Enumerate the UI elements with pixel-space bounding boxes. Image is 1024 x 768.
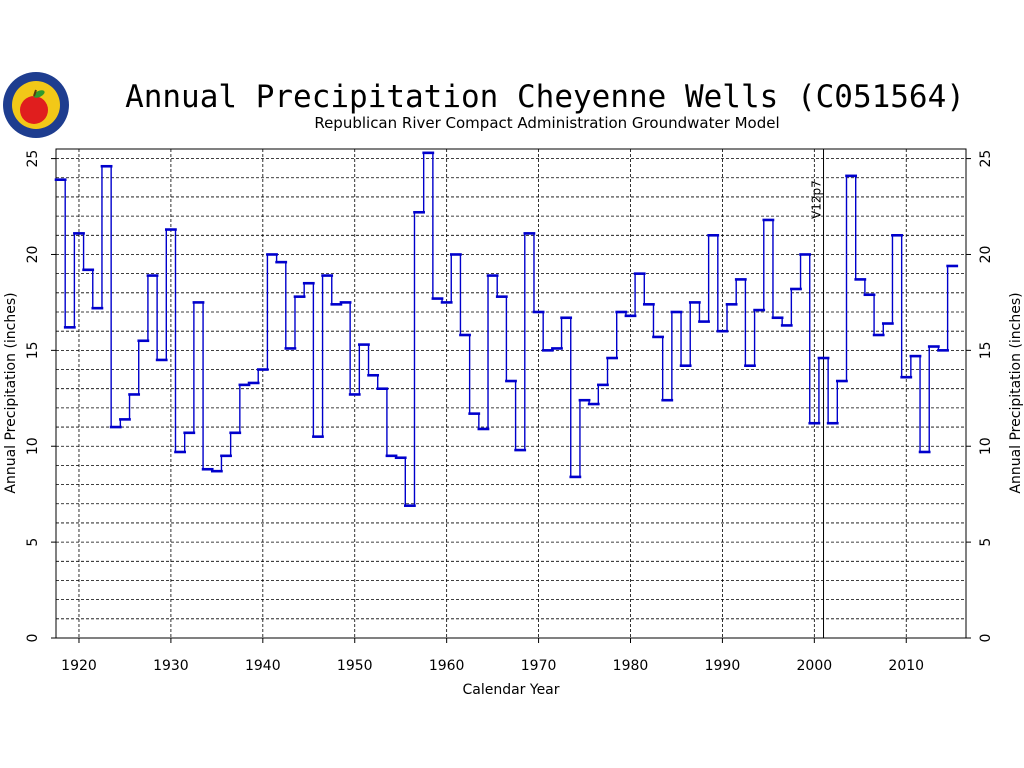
grid [56,149,966,638]
x-tick-label: 1930 [153,658,189,674]
x-tick-label: 1970 [521,658,557,674]
y-tick-label-right: 5 [978,538,994,547]
y-axis-label-right: Annual Precipitation (inches) [1008,292,1024,493]
x-tick-label: 1980 [613,658,649,674]
rrca-logo [3,72,69,138]
x-axis-label: Calendar Year [462,682,559,698]
stem-icon [33,89,37,97]
y-tick-label-left: 25 [25,150,41,168]
x-tick-label: 1950 [337,658,373,674]
version-marker: V12p7 [810,149,825,638]
chart-subtitle: Republican River Compact Administration … [314,114,779,132]
y-tick-label-left: 20 [25,246,41,264]
y-tick-label-left: 5 [25,538,41,547]
x-tick-label: 1960 [429,658,465,674]
y-tick-label-right: 25 [978,150,994,168]
y-tick-label-right: 10 [978,437,994,455]
marker-label: V12p7 [810,180,824,219]
x-tick-label: 2000 [797,658,833,674]
x-tick-label: 1940 [245,658,281,674]
x-tick-label: 1990 [705,658,741,674]
y-tick-label-left: 0 [25,634,41,643]
apple-icon [20,96,48,124]
plot-frame [55,148,967,639]
y-tick-label-right: 20 [978,246,994,264]
x-tick-label: 2010 [888,658,924,674]
chart-title: Annual Precipitation Cheyenne Wells (C05… [125,79,965,115]
y-tick-label-left: 15 [25,341,41,359]
y-tick-label-right: 15 [978,341,994,359]
x-tick-label: 1920 [61,658,97,674]
y-tick-label-right: 0 [978,634,994,643]
y-tick-label-left: 10 [25,437,41,455]
axis-ticks: 0 0 5 5 10 10 15 15 20 20 25 25 1920 1930 1940 1950 1960… [25,150,994,674]
series-layer [54,151,959,507]
y-axis-label-left: Annual Precipitation (inches) [3,292,19,493]
